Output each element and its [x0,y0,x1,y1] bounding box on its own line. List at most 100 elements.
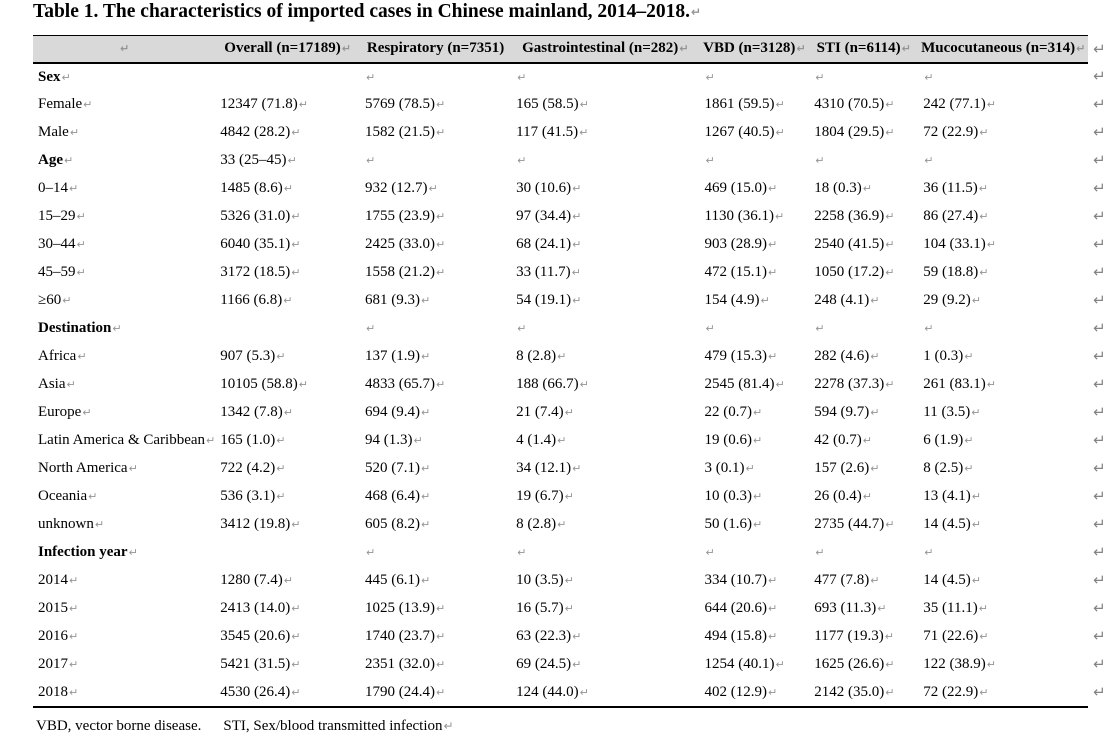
cell-value: 334 (10.7) [704,572,768,588]
table-cell: ↵ [918,147,1088,175]
cell-return-mark-icon: ↵ [924,154,934,167]
row-label-text: unknown [38,516,94,532]
cell-value: 1790 (24.4) [365,683,435,700]
cell-value: 16 (5.7) [516,600,564,616]
row-label: Europe↵ [33,399,215,427]
cell-value: 2278 (37.3) [814,376,885,392]
table-cell: ↵ [809,315,918,343]
row-end-mark-cell: ↵ [1088,679,1108,707]
row-label: 0–14↵ [33,175,215,203]
cell-return-mark-icon: ↵ [112,322,122,335]
table-cell: 30 (10.6)↵ [511,175,699,203]
cell-value: 1625 (26.6) [814,656,885,672]
cell-return-mark-icon: ↵ [76,210,86,223]
cell-value: 6040 (35.1) [220,236,291,252]
cell-value: 3412 (19.8) [220,516,291,532]
table-cell: 33 (11.7)↵ [511,259,699,287]
cell-value: 1025 (13.9) [365,600,435,616]
cell-return-mark-icon: ↵ [870,294,880,307]
section-row: Sex↵ ↵ ↵ ↵ ↵ ↵ ↵ [33,63,1108,91]
cell-value: 33 (11.7) [516,264,571,280]
row-label: 15–29↵ [33,203,215,231]
cell-return-mark-icon: ↵ [760,294,770,307]
column-header-label: STI (n=6114) [816,40,901,57]
cell-value: 3 (0.1) [704,460,745,476]
table-cell: 72 (22.9)↵ [918,678,1089,708]
table-cell: 26 (0.4)↵ [809,483,918,511]
cell-return-mark-icon: ↵ [579,685,589,699]
row-return-mark-icon: ↵ [1093,459,1106,477]
cell-return-mark-icon: ↵ [986,98,997,111]
cell-return-mark-icon: ↵ [557,350,567,363]
cell-return-mark-icon: ↵ [924,322,934,335]
cell-return-mark-icon: ↵ [421,294,431,307]
row-label: Asia↵ [33,371,215,399]
cell-return-mark-icon: ↵ [753,518,763,531]
row-label-text: Africa [38,348,77,364]
table-cell: ↵ [360,539,511,567]
table-row: 45–59↵ 3172 (18.5)↵ 1558 (21.2)↵ 33 (11.7)↵… [33,259,1108,287]
table-row: 2018↵ 4530 (26.4)↵ 1790 (24.4)↵ 124 (44.0)↵… [33,678,1108,708]
cell-return-mark-icon: ↵ [979,210,989,223]
table-cell: 1485 (8.6)↵ [215,175,360,203]
cell-return-mark-icon: ↵ [88,490,98,503]
row-label-text: Destination [38,320,112,336]
row-end-mark-cell: ↵ [1088,399,1108,427]
cell-return-mark-icon: ↵ [436,602,446,615]
cell-return-mark-icon: ↵ [69,126,80,139]
row-label: ≥60↵ [33,287,215,315]
table-cell: 5769 (78.5)↵ [360,91,511,119]
cell-return-mark-icon: ↵ [971,518,982,531]
cell-return-mark-icon: ↵ [291,630,301,643]
cell-return-mark-icon: ↵ [94,518,105,531]
cell-return-mark-icon: ↵ [815,70,825,84]
cell-return-mark-icon: ↵ [291,685,301,699]
cell-return-mark-icon: ↵ [705,154,715,167]
table-cell: 472 (15.1)↵ [700,259,810,287]
table-cell: 19 (6.7)↵ [511,483,699,511]
cell-return-mark-icon: ↵ [128,546,138,559]
cell-return-mark-icon: ↵ [421,462,431,475]
table-cell: 644 (20.6)↵ [700,595,810,623]
cell-return-mark-icon: ↵ [128,462,138,475]
cell-value: 4310 (70.5) [814,96,885,112]
table-row: ≥60↵ 1166 (6.8)↵ 681 (9.3)↵ 54 (19.1)↵ 154 (… [33,287,1108,315]
row-label: 2018↵ [33,678,216,708]
cell-return-mark-icon: ↵ [870,574,880,587]
cell-value: 1050 (17.2) [814,264,885,280]
row-end-mark-cell: ↵ [1088,483,1108,511]
row-end-mark-cell: ↵ [1088,36,1108,63]
table-cell: 2540 (41.5)↵ [809,231,918,259]
table-cell: 1025 (13.9)↵ [360,595,511,623]
table-cell: 21 (7.4)↵ [511,399,699,427]
table-cell: 63 (22.3)↵ [511,623,699,651]
cell-return-mark-icon: ↵ [517,546,527,559]
cell-return-mark-icon: ↵ [745,462,755,475]
cell-return-mark-icon: ↵ [436,126,446,139]
table-cell: 137 (1.9)↵ [360,343,511,371]
row-label: unknown↵ [33,511,215,539]
table-cell: ↵ [809,63,918,91]
row-return-mark-icon: ↵ [1093,487,1106,505]
cell-return-mark-icon: ↵ [120,42,130,56]
row-end-mark-cell: ↵ [1088,91,1108,119]
row-end-mark-cell: ↵ [1088,315,1108,343]
cell-return-mark-icon: ↵ [885,518,895,531]
table-cell: 124 (44.0)↵ [511,678,700,708]
table-cell: 932 (12.7)↵ [360,175,511,203]
table-cell: 18 (0.3)↵ [809,175,918,203]
table-cell: 248 (4.1)↵ [809,287,918,315]
cell-value: 13 (4.1) [923,488,971,504]
cell-return-mark-icon: ↵ [774,210,785,223]
cell-return-mark-icon: ↵ [64,154,74,167]
table-cell: 536 (3.1)↵ [215,483,360,511]
cell-return-mark-icon: ↵ [421,518,431,531]
table-cell: 10 (0.3)↵ [700,483,810,511]
row-label-text: 2017 [38,656,68,672]
section-row: Age↵ 33 (25–45)↵ ↵ ↵ ↵ ↵ ↵ ↵ [33,147,1108,175]
cell-return-mark-icon: ↵ [579,378,589,391]
table-cell: 402 (12.9)↵ [699,678,810,708]
cell-return-mark-icon: ↵ [815,322,825,335]
cell-value: 722 (4.2) [220,460,276,476]
